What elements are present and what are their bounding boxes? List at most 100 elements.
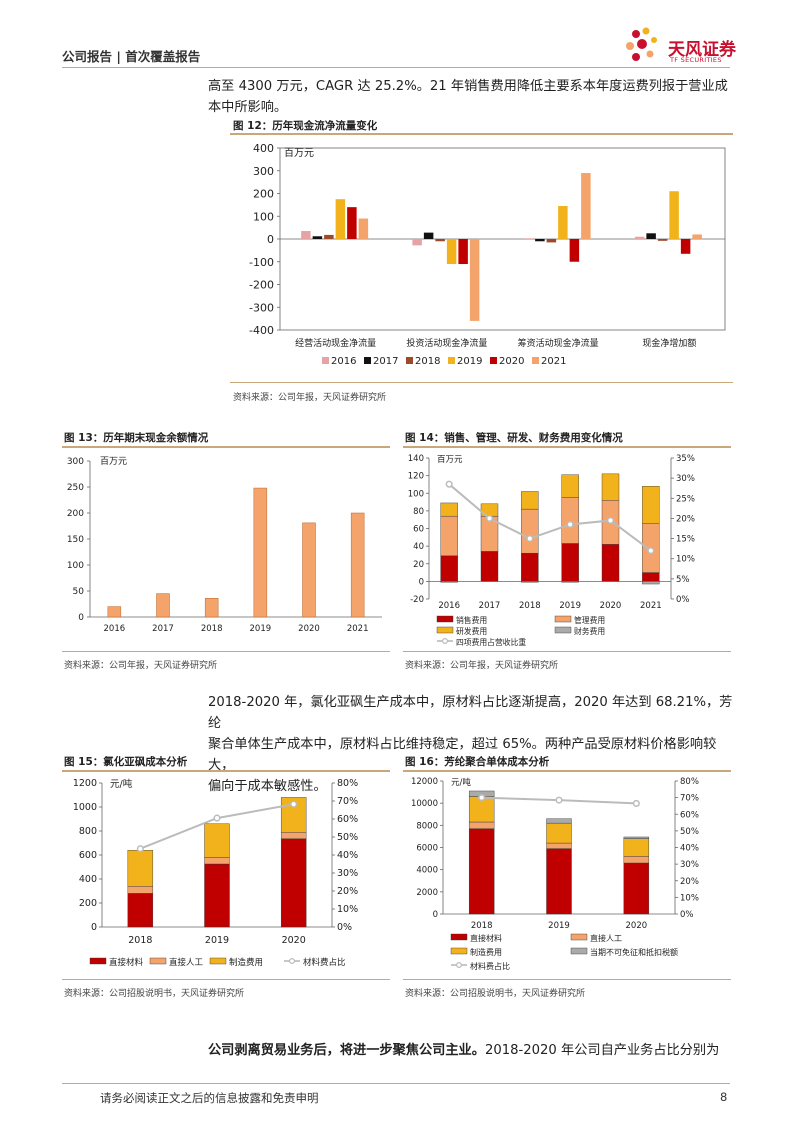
bar xyxy=(680,239,691,254)
y-tick-label: 200 xyxy=(79,898,97,909)
x-tick-label: 2018 xyxy=(471,921,493,931)
bar xyxy=(558,206,568,239)
legend-label: 2016 xyxy=(331,356,356,367)
bar xyxy=(646,233,656,239)
x-tick-label: 2021 xyxy=(347,624,369,634)
y-unit-label: 百万元 xyxy=(437,455,463,465)
y2-tick-label: 15% xyxy=(676,535,695,545)
fig16-title: 图 16：芳纶聚合单体成本分析 xyxy=(405,756,550,768)
fig15-source: 资料来源：公司招股说明书，天风证券研究所 xyxy=(64,989,245,999)
bar-segment xyxy=(561,543,579,582)
y-tick-label: 8000 xyxy=(416,821,438,831)
bar-segment xyxy=(468,821,495,829)
y-tick-label: 200 xyxy=(67,509,84,519)
fig13-title: 图 13：历年期末现金余额情况 xyxy=(64,432,209,444)
bar xyxy=(204,598,219,618)
legend-swatch xyxy=(289,958,296,965)
bar-segment xyxy=(642,581,660,585)
x-tick-label: 投资活动现金净流量 xyxy=(406,337,487,349)
bar xyxy=(546,239,557,243)
body-paragraph-2: 2018-2020 年，氯化亚砜生产成本中，原材料占比逐渐提高，2020 年达到… xyxy=(208,695,733,794)
page-number: 8 xyxy=(720,1090,728,1104)
fig14-title: 图 14：销售、管理、研发、财务费用变化情况 xyxy=(405,432,623,444)
y-tick-label: 60 xyxy=(413,525,424,535)
footer-divider xyxy=(62,1083,730,1084)
body-paragraph-1: 高至 4300 万元，CAGR 达 25.2%。21 年销售费用降低主要系本年度… xyxy=(208,79,728,115)
x-tick-label: 2020 xyxy=(298,624,320,634)
fig15-title: 图 15：氯化亚砜成本分析 xyxy=(64,756,188,768)
legend-swatch xyxy=(448,357,455,364)
bar-segment xyxy=(468,828,495,915)
x-tick-label: 2020 xyxy=(600,601,622,611)
y-tick-label: 0 xyxy=(78,613,84,623)
legend-swatch xyxy=(364,357,371,364)
bar-segment xyxy=(280,832,307,840)
bar-segment xyxy=(127,893,154,928)
fig14-source: 资料来源：公司年报，天风证券研究所 xyxy=(405,661,559,671)
y2-tick-label: 40% xyxy=(680,844,699,854)
legend-swatch xyxy=(570,933,588,941)
x-tick-label: 2019 xyxy=(559,601,581,611)
bar-segment xyxy=(642,572,660,582)
y2-tick-label: 25% xyxy=(676,494,695,504)
legend-swatch xyxy=(532,357,539,364)
x-tick-label: 2019 xyxy=(205,935,229,946)
legend-label: 研发费用 xyxy=(456,626,487,636)
x-tick-label: 经营活动现金净流量 xyxy=(295,337,376,349)
line-point xyxy=(555,796,563,804)
legend-label: 直接材料 xyxy=(470,933,502,943)
bar xyxy=(535,239,545,242)
y2-tick-label: 10% xyxy=(337,904,358,915)
bar-segment xyxy=(546,842,572,849)
bar-segment xyxy=(561,581,579,583)
header-divider xyxy=(62,67,730,68)
bar xyxy=(523,238,534,239)
y-tick-label: 200 xyxy=(253,188,274,201)
bar xyxy=(435,239,445,242)
bar xyxy=(458,239,468,265)
x-tick-label: 2020 xyxy=(626,921,648,931)
bar xyxy=(569,239,580,262)
y2-tick-label: 80% xyxy=(680,777,699,787)
bar xyxy=(657,239,668,241)
bar-segment xyxy=(623,862,650,915)
y2-tick-label: 20% xyxy=(680,877,699,887)
line-point xyxy=(445,480,453,488)
y-tick-label: -400 xyxy=(249,324,274,337)
y-tick-label: 12000 xyxy=(411,777,438,787)
fig15-chart: 0 200 400 600 800 1000 1200 0% 10% 20% 30% 40% 50% 60… xyxy=(73,778,358,968)
bar xyxy=(302,522,316,618)
y-tick-label: 20 xyxy=(413,560,424,570)
bar-segment xyxy=(440,515,458,557)
bar xyxy=(412,239,422,246)
y-tick-label: -20 xyxy=(410,595,424,605)
bar-segment xyxy=(440,502,458,517)
fig12-chart: -400 -300 -200 -100 0 100 200 300 400 百万元经营活动现金净流… xyxy=(249,142,726,367)
y-tick-label: 1200 xyxy=(73,778,97,789)
bar-segment xyxy=(521,491,539,510)
bar-segment xyxy=(204,823,230,858)
bar xyxy=(423,232,434,239)
y-tick-label: -200 xyxy=(249,279,274,292)
fig13-chart: 0 50 100 150 200 250 300 百万元 2016 2017 2018 2019 202… xyxy=(67,456,382,634)
y2-tick-label: 0% xyxy=(680,910,694,920)
fig16-chart: 0 2000 4000 6000 8000 10000 12000 0% 10% 20% 30% 40… xyxy=(411,777,699,971)
bar-segment xyxy=(601,473,620,501)
bar xyxy=(335,199,346,239)
bar-segment xyxy=(440,581,458,583)
legend-swatch xyxy=(450,933,468,941)
line-point xyxy=(647,547,655,555)
legend-label: 材料费占比 xyxy=(470,961,510,971)
fig14-chart: -20 0 20 40 60 80 100 120 140 0% 5% 10% 15% 20% 25% 30%… xyxy=(408,454,695,647)
y2-tick-label: 35% xyxy=(676,454,695,464)
y-tick-label: 50 xyxy=(73,587,85,597)
y-tick-label: 100 xyxy=(408,489,424,499)
legend-label: 2018 xyxy=(415,356,440,367)
y-tick-label: 0 xyxy=(419,577,424,587)
bar-segment xyxy=(623,836,650,839)
y-unit-label: 元/吨 xyxy=(110,778,133,790)
legend-swatch xyxy=(436,626,454,634)
logo-text: 天风证券 xyxy=(668,40,736,60)
y2-tick-label: 70% xyxy=(337,796,358,807)
fig12-source: 资料来源：公司年报，天风证券研究所 xyxy=(233,393,387,403)
